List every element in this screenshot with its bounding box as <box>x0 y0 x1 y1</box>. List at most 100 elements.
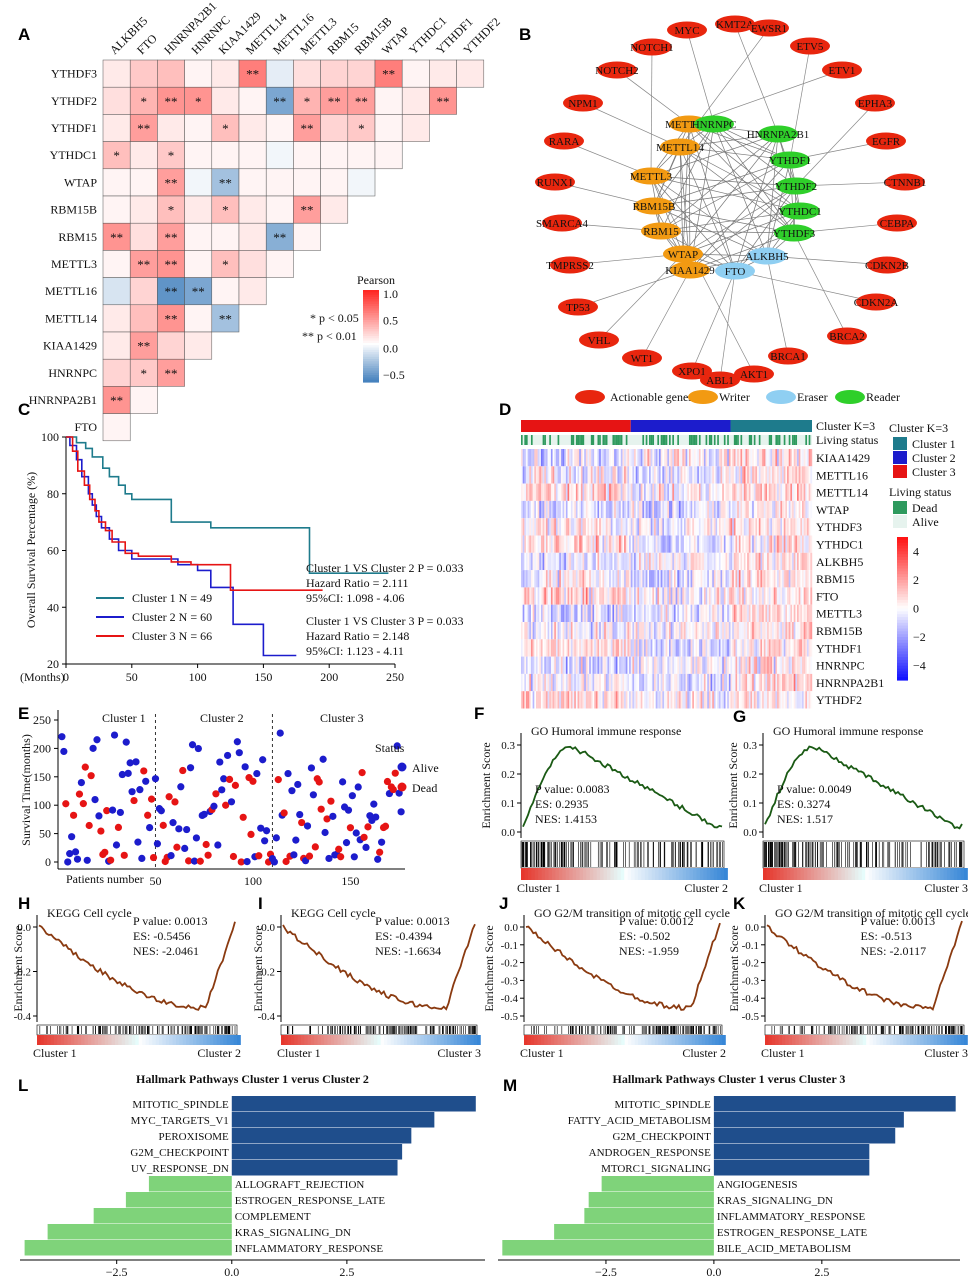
heatmap-cell <box>683 570 686 588</box>
heatmap-cell <box>524 639 527 657</box>
heatmap-cell <box>584 604 587 622</box>
heatmap-cell <box>642 639 645 657</box>
y-axis-label: Enrichment Score <box>11 925 25 1011</box>
heatmap-cell <box>654 518 656 536</box>
heatmap-cell <box>655 449 658 467</box>
heatmap-cell <box>567 500 570 519</box>
heatmap-cell <box>650 691 653 709</box>
rank-gradient-step <box>527 868 532 880</box>
heatmap-cell <box>590 518 593 536</box>
heatmap-cell <box>708 570 711 588</box>
heatmap-cell <box>609 535 611 553</box>
heatmap-cell <box>767 570 769 588</box>
heatmap-cell <box>600 518 603 536</box>
living-status-dead <box>777 435 779 445</box>
heatmap-cell <box>783 483 786 501</box>
heatmap-cell <box>238 114 267 142</box>
rank-gradient-step <box>617 1035 622 1045</box>
heatmap-cell <box>655 639 658 657</box>
rank-gradient-step <box>591 1035 595 1045</box>
heatmap-cell <box>717 535 720 553</box>
heatmap-cell <box>790 535 793 553</box>
heatmap-cell <box>693 673 696 692</box>
heatmap-cell <box>735 535 738 553</box>
heatmap-cell <box>540 673 543 692</box>
heatmap-cell <box>780 587 783 605</box>
heatmap-cell <box>797 673 799 692</box>
heatmap-cell <box>727 483 730 501</box>
heatmap-cell <box>590 587 593 605</box>
row-label: HNRNPA2B1 <box>29 393 97 407</box>
heatmap-cell <box>537 466 540 484</box>
heatmap-cell <box>715 622 718 640</box>
heatmap-cell <box>610 570 613 588</box>
alive-patient-point <box>393 742 401 750</box>
heatmap-cell <box>157 195 185 224</box>
heatmap-cell <box>753 535 756 553</box>
heatmap-cell <box>657 552 660 571</box>
dead-patient-point <box>247 830 255 839</box>
heatmap-cell <box>622 552 625 571</box>
heatmap-cell <box>730 673 733 692</box>
heatmap-cell <box>673 570 676 588</box>
heatmap-cell <box>793 518 796 536</box>
heatmap-cell <box>678 587 681 605</box>
heatmap-cell <box>788 449 791 467</box>
heatmap-cell <box>630 673 633 692</box>
reader-node <box>770 151 810 169</box>
heatmap-cell <box>768 552 771 571</box>
heatmap-cell <box>738 691 741 709</box>
heatmap-cell <box>545 673 548 692</box>
heatmap-cell <box>692 535 695 553</box>
heatmap-cell <box>184 195 213 224</box>
heatmap-cell <box>675 656 678 674</box>
heatmap-cell <box>612 570 615 588</box>
heatmap-cell <box>777 500 779 519</box>
heatmap-cell <box>772 604 774 622</box>
heatmap-cell <box>564 449 567 467</box>
rank-gradient-step <box>544 1035 548 1045</box>
heatmap-cell <box>549 483 552 501</box>
colorbar-step <box>897 611 908 615</box>
gsva-bar <box>713 1160 870 1176</box>
heatmap-cell <box>725 691 728 709</box>
heatmap-cell <box>555 570 558 588</box>
heatmap-cell <box>524 673 527 692</box>
legend-gradient-step <box>363 340 379 344</box>
heatmap-cell <box>627 552 630 571</box>
heatmap-cell <box>539 518 542 536</box>
y-tick-label: 0.1 <box>743 798 757 810</box>
gene-label: TP53 <box>566 302 590 314</box>
heatmap-cell <box>594 535 597 553</box>
heatmap-cell <box>557 552 560 571</box>
heatmap-cell <box>535 656 538 674</box>
heatmap-cell <box>673 673 676 692</box>
heatmap-cell <box>600 656 603 674</box>
heatmap-cell <box>702 535 705 553</box>
heatmap-cell <box>654 535 656 553</box>
heatmap-cell <box>554 500 557 519</box>
heatmap-cell <box>712 449 715 467</box>
heatmap-cell <box>238 195 267 224</box>
heatmap-cell <box>717 622 720 640</box>
heatmap-cell <box>521 587 523 605</box>
significance-mark: ** <box>165 175 178 190</box>
heatmap-cell <box>640 535 643 553</box>
heatmap-cell <box>579 449 582 467</box>
heatmap-cell <box>600 587 603 605</box>
heatmap-cell <box>647 483 650 501</box>
heatmap-cell <box>539 483 542 501</box>
heatmap-cell <box>577 535 580 553</box>
heatmap-cell <box>765 449 768 467</box>
heatmap-cell <box>782 673 784 692</box>
legend-gradient-step <box>363 347 379 351</box>
heatmap-cell <box>770 587 773 605</box>
heatmap-cell <box>534 673 537 692</box>
heatmap-cell <box>622 673 625 692</box>
x-tick-label: −2.5 <box>106 1265 128 1276</box>
heatmap-cell <box>712 622 715 640</box>
rank-gradient-step <box>678 1035 683 1045</box>
heatmap-cell <box>750 622 753 640</box>
heatmap-cell <box>579 466 582 484</box>
